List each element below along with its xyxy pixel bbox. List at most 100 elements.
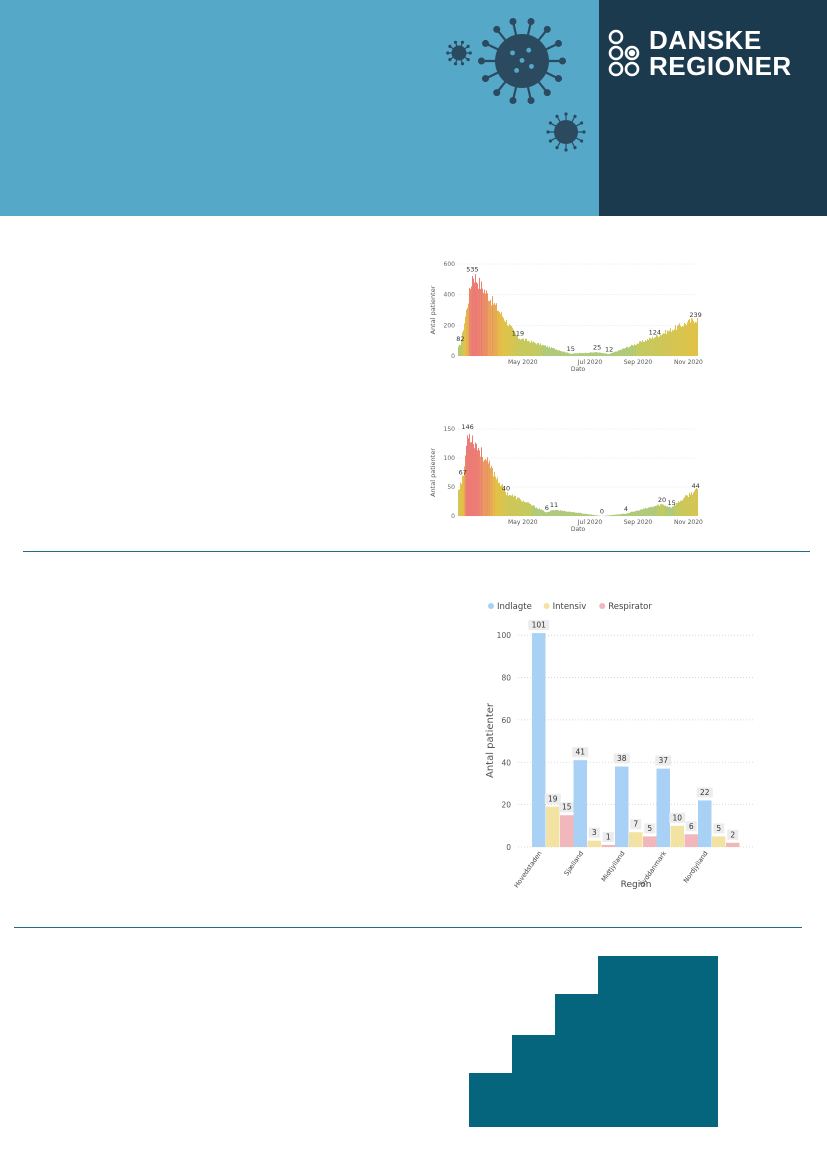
daily-bar	[655, 337, 656, 356]
daily-bar	[530, 342, 531, 356]
daily-bar	[521, 339, 522, 356]
daily-bar	[557, 350, 558, 356]
daily-bar	[665, 329, 666, 356]
daily-bar	[501, 311, 502, 356]
data-label: 6	[689, 822, 694, 831]
virus-dot	[510, 50, 515, 56]
data-label-bg	[613, 753, 630, 764]
daily-bar	[527, 341, 528, 356]
daily-bar	[626, 347, 627, 356]
daily-bar	[560, 510, 561, 516]
daily-bar	[577, 512, 578, 516]
daily-bar	[576, 512, 577, 516]
daily-bar	[609, 353, 610, 356]
daily-bar	[598, 352, 599, 356]
data-label: 19	[548, 794, 558, 803]
daily-bar	[577, 353, 578, 356]
virus-shape	[546, 112, 586, 152]
daily-bar	[579, 512, 580, 516]
daily-bar	[649, 507, 650, 516]
daily-bar	[610, 515, 611, 516]
daily-bar	[607, 353, 608, 356]
virus-shape	[446, 40, 472, 66]
daily-bar	[678, 501, 679, 516]
daily-bar	[662, 334, 663, 356]
daily-bar	[649, 337, 650, 356]
daily-bar	[610, 353, 611, 356]
daily-bar	[510, 495, 511, 516]
virus-spike-tip	[453, 40, 458, 44]
data-label: 41	[575, 748, 585, 757]
daily-bar	[491, 465, 492, 516]
daily-bar	[606, 353, 607, 356]
daily-bar	[515, 333, 516, 356]
daily-bar	[660, 504, 661, 516]
daily-bar	[468, 438, 469, 516]
daily-bar	[626, 513, 627, 516]
y-axis-label: Antal patienter	[429, 285, 437, 334]
daily-bar	[686, 325, 687, 356]
daily-bar	[614, 352, 615, 356]
daily-bar	[483, 461, 484, 516]
daily-bar	[667, 330, 668, 356]
daily-bar	[575, 512, 576, 516]
daily-bar	[543, 510, 544, 516]
daily-bar	[503, 317, 504, 356]
daily-bar	[560, 351, 561, 356]
daily-bar	[662, 504, 663, 516]
daily-bar	[465, 455, 466, 516]
daily-bar	[507, 325, 508, 356]
daily-bar	[613, 352, 614, 356]
daily-bar	[573, 512, 574, 516]
daily-bar	[492, 468, 493, 516]
daily-bar	[468, 303, 469, 356]
daily-bar	[527, 502, 528, 516]
daily-bar	[533, 505, 534, 516]
daily-bar	[538, 343, 539, 356]
daily-bar	[495, 304, 496, 356]
y-tick-label: 400	[444, 292, 456, 299]
daily-bar	[656, 505, 657, 516]
daily-bar	[617, 351, 618, 356]
daily-bar	[635, 511, 636, 516]
daily-bar	[504, 487, 505, 516]
daily-bar	[526, 502, 527, 516]
daily-bar	[479, 450, 480, 516]
daily-bar	[696, 488, 697, 516]
y-tick-label: 60	[501, 716, 511, 725]
daily-bar	[480, 456, 481, 516]
daily-bar	[573, 353, 574, 356]
data-label: 101	[532, 621, 547, 630]
daily-bar	[625, 348, 626, 356]
daily-bar	[526, 338, 527, 356]
legend-marker	[488, 603, 494, 609]
logo-text-danske: DANSKE	[649, 25, 762, 55]
daily-bar	[587, 353, 588, 356]
y-tick-label: 150	[444, 426, 456, 433]
daily-bar	[596, 352, 597, 356]
daily-bar	[690, 494, 691, 516]
daily-bar	[665, 505, 666, 516]
y-tick-label: 40	[501, 758, 511, 767]
x-tick-label: Sep 2020	[624, 519, 653, 526]
y-tick-label: 80	[501, 674, 511, 683]
daily-bar	[635, 345, 636, 356]
daily-bar	[620, 349, 621, 356]
daily-bar	[619, 350, 620, 356]
daily-bar	[534, 342, 535, 356]
daily-bar	[501, 485, 502, 516]
data-label-bg	[713, 823, 725, 834]
data-label: 7	[633, 820, 638, 829]
daily-bar	[669, 330, 670, 356]
bar-indlagte	[532, 633, 546, 847]
daily-bar	[477, 450, 478, 516]
daily-bar	[562, 351, 563, 356]
daily-bar	[511, 325, 512, 356]
daily-bar	[517, 497, 518, 516]
virus-spike-tip	[493, 89, 501, 97]
daily-bar	[565, 352, 566, 356]
daily-bar	[491, 305, 492, 356]
daily-bar	[643, 508, 644, 516]
daily-bar	[475, 442, 476, 516]
virus-spike-tip	[460, 40, 465, 44]
